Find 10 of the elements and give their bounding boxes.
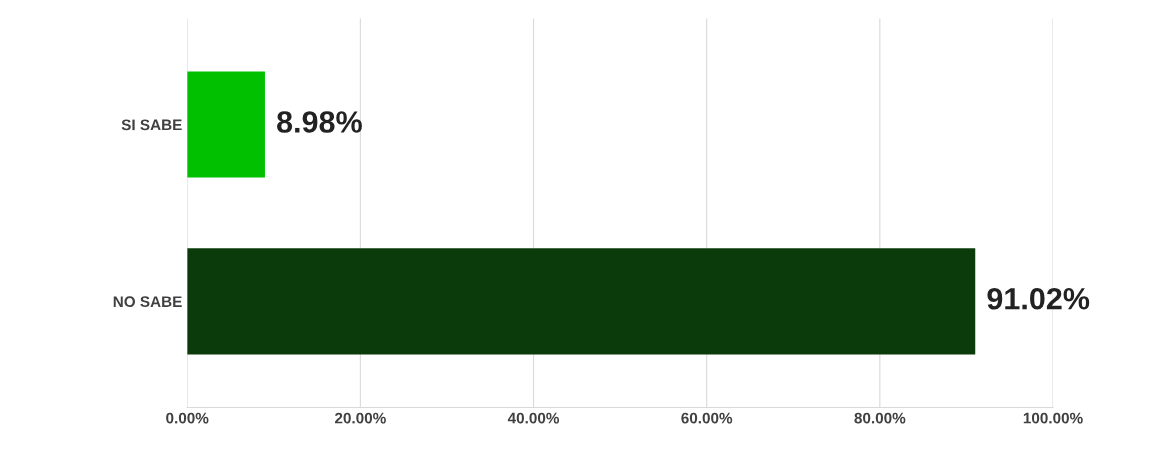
x-tick-label: 100.00% (1023, 412, 1083, 424)
x-tick-label: 20.00% (334, 412, 386, 424)
x-tick-label: 0.00% (166, 412, 209, 424)
x-tick-label: 40.00% (507, 412, 560, 424)
y-tick-label: NO SABE (113, 296, 182, 308)
data-label: 8.98% (277, 111, 362, 133)
x-tick-label: 60.00% (681, 412, 733, 424)
data-label: 91.02% (987, 287, 1090, 310)
x-tick-label: 80.00% (854, 412, 906, 424)
y-tick-label: SI SABE (121, 119, 182, 131)
